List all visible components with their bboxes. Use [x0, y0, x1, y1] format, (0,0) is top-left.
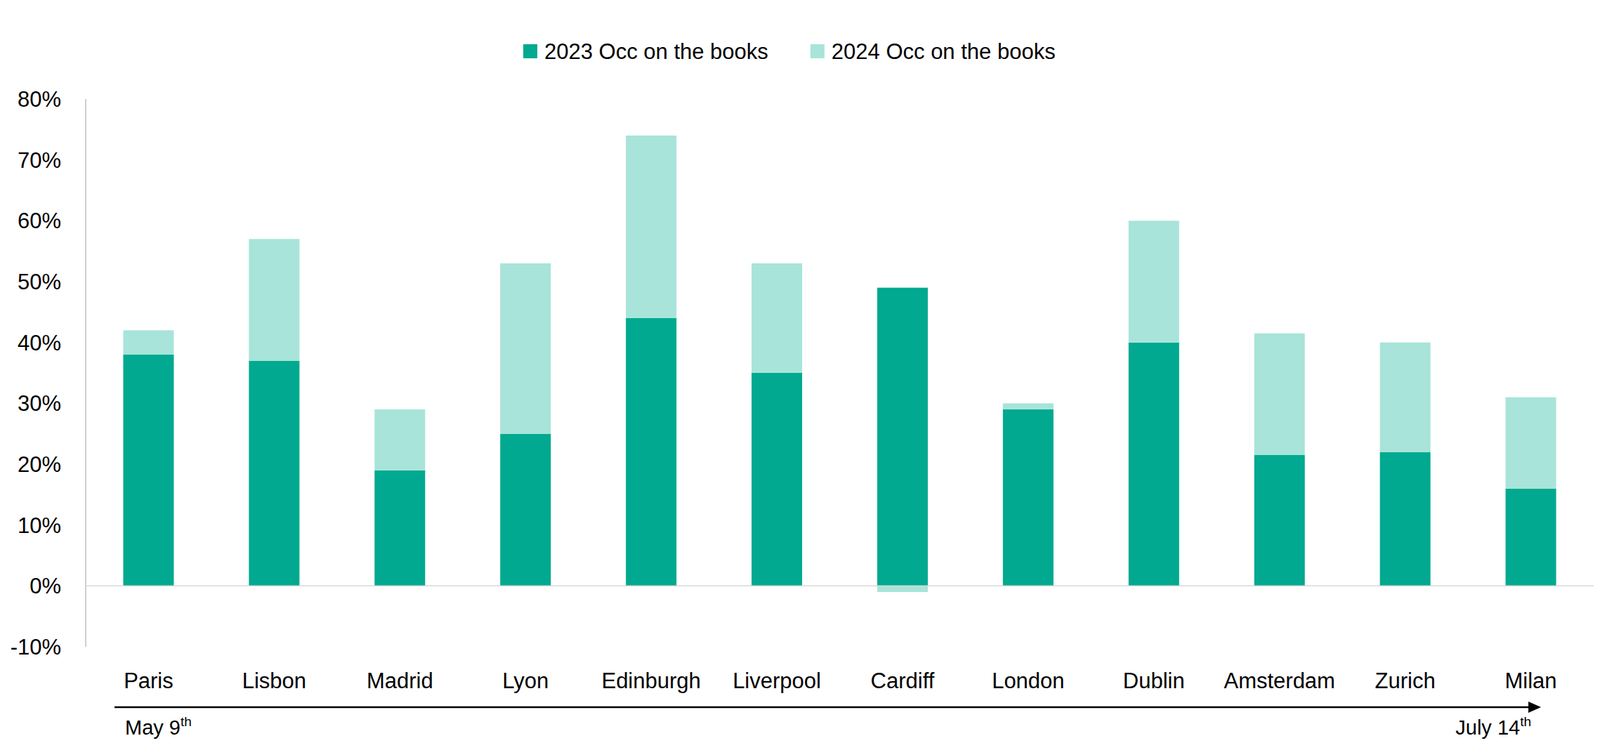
y-tick-label: 30%: [17, 391, 62, 416]
y-tick-label: 50%: [17, 269, 62, 295]
bar: [1254, 333, 1306, 456]
bar: [877, 287, 928, 587]
bars: [122, 135, 1556, 593]
text-sup: th: [1519, 714, 1532, 730]
x-tick-label: Edinburgh: [601, 668, 701, 694]
y-tick-label: -10%: [10, 634, 62, 660]
y-tick-label: 40%: [17, 330, 62, 356]
timeline-label: May 9th: [125, 714, 192, 739]
bar: [751, 263, 803, 373]
bar: [751, 372, 803, 586]
zero-line: [85, 585, 1594, 588]
text-sup: th: [180, 714, 192, 730]
x-tick-label: Cardiff: [870, 668, 935, 694]
x-tick-label: Dublin: [1123, 668, 1185, 694]
bar: [1380, 342, 1431, 453]
y-tick-label: 60%: [17, 208, 62, 234]
legend-swatch: [810, 44, 825, 59]
y-tick-label: 0%: [29, 573, 62, 599]
y-tick-label: 10%: [17, 513, 62, 539]
y-tick-label: 70%: [17, 148, 62, 173]
timeline-label: July 14th: [1455, 714, 1532, 739]
bar: [122, 354, 174, 586]
bar: [1002, 409, 1054, 586]
x-tick-label: Madrid: [366, 668, 434, 694]
legend-label: 2023 Occ on the books: [544, 39, 769, 64]
x-tick-label: Zurich: [1375, 668, 1436, 694]
legend-swatch: [523, 44, 538, 59]
bar: [1128, 342, 1180, 587]
bar: [1254, 455, 1306, 586]
x-tick-label: Milan: [1504, 668, 1557, 694]
timeline-arrow: [114, 706, 1532, 709]
text-part: July 14: [1455, 716, 1520, 739]
text-part: May 9: [125, 716, 181, 739]
x-tick-label: Liverpool: [732, 668, 822, 694]
bar: [122, 330, 174, 355]
bar: [1002, 403, 1054, 410]
bar: [248, 238, 300, 361]
bar: [625, 318, 677, 586]
bar: [500, 263, 551, 435]
bar: [1128, 220, 1180, 343]
bar: [1505, 397, 1557, 489]
x-tick-label: Amsterdam: [1223, 668, 1335, 694]
x-tick-label: Lisbon: [242, 668, 307, 694]
bar: [877, 585, 928, 593]
bar: [374, 409, 425, 471]
y-tick-label: 80%: [17, 87, 62, 112]
chart: -10% 0% 10% 20% 30% 40% 50% 60% 70% 80% Paris Lisbo…: [0, 0, 1600, 743]
x-tick-label: Paris: [123, 668, 174, 694]
legend: 2023 Occ on the books 2024 Occ on the boo…: [523, 39, 1056, 64]
arrow-head: [1528, 701, 1542, 713]
bar: [1505, 488, 1557, 587]
y-tick-label: 20%: [17, 452, 62, 477]
bar: [1380, 452, 1431, 587]
bar: [374, 470, 425, 587]
y-axis-line: [84, 99, 87, 647]
bar: [625, 135, 677, 319]
bar: [500, 434, 551, 587]
x-tick-label: London: [991, 668, 1065, 694]
legend-label: 2024 Occ on the books: [831, 39, 1056, 64]
x-tick-label: Lyon: [502, 668, 549, 694]
bar: [248, 361, 300, 587]
